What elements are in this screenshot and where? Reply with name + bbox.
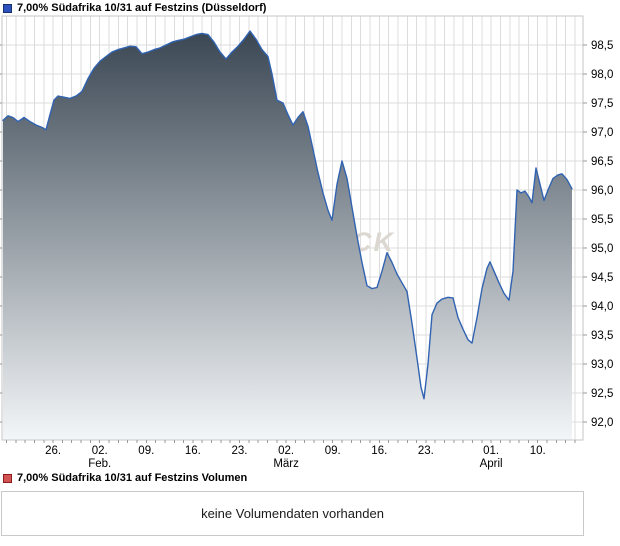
svg-text:98,5: 98,5 — [591, 40, 613, 52]
svg-text:April: April — [480, 458, 503, 470]
svg-text:23.: 23. — [418, 445, 434, 457]
price-series-marker — [3, 3, 12, 13]
svg-text:94,0: 94,0 — [591, 301, 613, 313]
svg-text:93,5: 93,5 — [591, 330, 613, 342]
svg-text:94,5: 94,5 — [591, 272, 613, 284]
svg-text:96,5: 96,5 — [591, 156, 613, 168]
svg-text:92,0: 92,0 — [591, 417, 613, 429]
price-series-label: 7,00% Südafrika 10/31 auf Festzins (Düss… — [17, 2, 267, 14]
svg-text:09.: 09. — [138, 445, 154, 457]
volume-panel: keine Volumendaten vorhanden — [1, 491, 584, 536]
svg-text:93,0: 93,0 — [591, 359, 613, 371]
svg-text:98,0: 98,0 — [591, 69, 613, 81]
svg-text:97,0: 97,0 — [591, 127, 613, 139]
legend-volume: 7,00% Südafrika 10/31 auf Festzins Volum… — [3, 472, 247, 484]
svg-text:16.: 16. — [371, 445, 387, 457]
volume-series-label: 7,00% Südafrika 10/31 auf Festzins Volum… — [17, 472, 248, 484]
svg-text:01.: 01. — [483, 445, 499, 457]
svg-text:März: März — [273, 458, 299, 470]
svg-text:23.: 23. — [232, 445, 248, 457]
svg-text:26.: 26. — [45, 445, 61, 457]
volume-series-marker — [3, 473, 12, 483]
svg-text:Feb.: Feb. — [88, 458, 111, 470]
svg-text:02.: 02. — [278, 445, 294, 457]
svg-text:97,5: 97,5 — [591, 98, 613, 110]
svg-text:16.: 16. — [185, 445, 201, 457]
svg-text:96,0: 96,0 — [591, 185, 613, 197]
legend-price: 7,00% Südafrika 10/31 auf Festzins (Düss… — [3, 2, 266, 14]
svg-text:95,0: 95,0 — [591, 243, 613, 255]
svg-text:10.: 10. — [530, 445, 546, 457]
svg-text:95,5: 95,5 — [591, 214, 613, 226]
volume-empty-message: keine Volumendaten vorhanden — [201, 506, 384, 521]
svg-text:02.: 02. — [92, 445, 108, 457]
price-chart: CK98,598,097,597,096,596,095,595,094,594… — [0, 15, 613, 470]
svg-text:09.: 09. — [325, 445, 341, 457]
svg-text:92,5: 92,5 — [591, 388, 613, 400]
